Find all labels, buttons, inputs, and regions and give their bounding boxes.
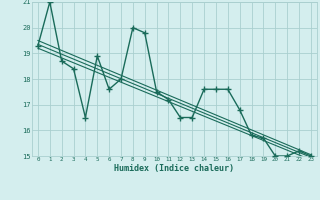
X-axis label: Humidex (Indice chaleur): Humidex (Indice chaleur): [115, 164, 234, 173]
